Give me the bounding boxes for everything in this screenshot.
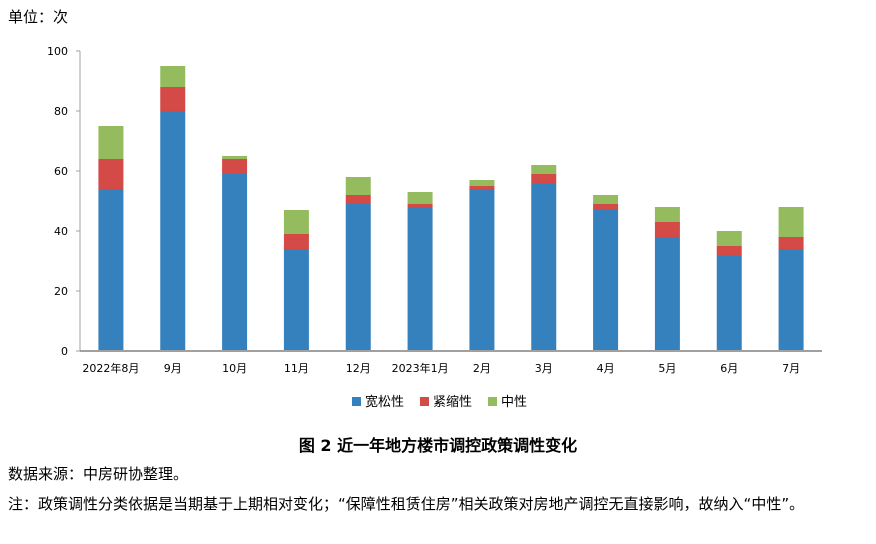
legend-label: 紧缩性 [433, 394, 472, 410]
bar-tight [716, 246, 742, 255]
bar-neutral [98, 126, 124, 159]
bar-loose [345, 204, 371, 351]
bar-tight [345, 195, 371, 204]
note-text: 注：政策调性分类依据是当期基于上期相对变化；“保障性租赁住房”相关政策对房地产调… [8, 495, 805, 513]
bar-neutral [531, 165, 557, 174]
legend-label: 中性 [501, 395, 527, 410]
bar-tight [160, 87, 186, 111]
bar-loose [160, 111, 186, 351]
bar-neutral [345, 177, 371, 195]
bar-neutral [160, 66, 186, 87]
bar-neutral [778, 207, 804, 237]
bar-neutral [222, 156, 248, 159]
source-text: 数据来源：中房研协整理。 [8, 465, 189, 483]
y-tick-label: 40 [54, 225, 68, 238]
legend-label: 宽松性 [365, 394, 404, 410]
bar-loose [98, 189, 124, 351]
x-tick-label: 6月 [720, 362, 738, 375]
y-tick-label: 0 [61, 345, 68, 358]
x-tick-label: 11月 [284, 362, 309, 375]
legend-swatch [420, 397, 429, 406]
bar-loose [222, 174, 248, 351]
x-tick-label: 7月 [782, 362, 800, 375]
bar-loose [407, 207, 433, 351]
bar-tight [531, 174, 557, 183]
bar-loose [654, 237, 680, 351]
x-tick-label: 10月 [222, 362, 247, 375]
bar-tight [222, 159, 248, 174]
bar-tight [98, 159, 124, 189]
x-tick-label: 2022年8月 [82, 361, 139, 375]
x-tick-label: 5月 [658, 362, 676, 375]
bar-neutral [716, 231, 742, 246]
bar-tight [654, 222, 680, 237]
bar-loose [716, 255, 742, 351]
figure-title: 图 2 近一年地方楼市调控政策调性变化 [298, 436, 578, 455]
y-tick-label: 100 [47, 45, 68, 58]
y-tick-label: 60 [54, 165, 68, 178]
bar-tight [593, 204, 619, 210]
bar-neutral [654, 207, 680, 222]
bar-loose [593, 210, 619, 351]
bar-loose [778, 249, 804, 351]
bar-tight [283, 234, 309, 249]
x-tick-label: 4月 [597, 362, 615, 375]
x-tick-label: 2023年1月 [392, 361, 449, 375]
y-tick-label: 20 [54, 285, 68, 298]
legend-swatch [352, 397, 361, 406]
unit-label: 单位：次 [8, 8, 69, 26]
bar-tight [778, 237, 804, 249]
bar-loose [469, 189, 495, 351]
bar-tight [469, 186, 495, 189]
y-tick-label: 80 [54, 105, 68, 118]
bar-neutral [407, 192, 433, 204]
legend-swatch [488, 397, 497, 406]
bar-neutral [593, 195, 619, 204]
x-tick-label: 2月 [473, 362, 491, 375]
bar-loose [283, 249, 309, 351]
bar-neutral [469, 180, 495, 186]
x-tick-label: 12月 [346, 362, 371, 375]
bar-neutral [283, 210, 309, 234]
bar-loose [531, 183, 557, 351]
x-tick-label: 9月 [164, 362, 182, 375]
bar-tight [407, 204, 433, 207]
stacked-bar-chart: 0 20 40 60 80 100 2022年8月 9月 10月 11月 12月 2023年1月 2月 3… [47, 45, 822, 410]
x-tick-label: 3月 [535, 362, 553, 375]
